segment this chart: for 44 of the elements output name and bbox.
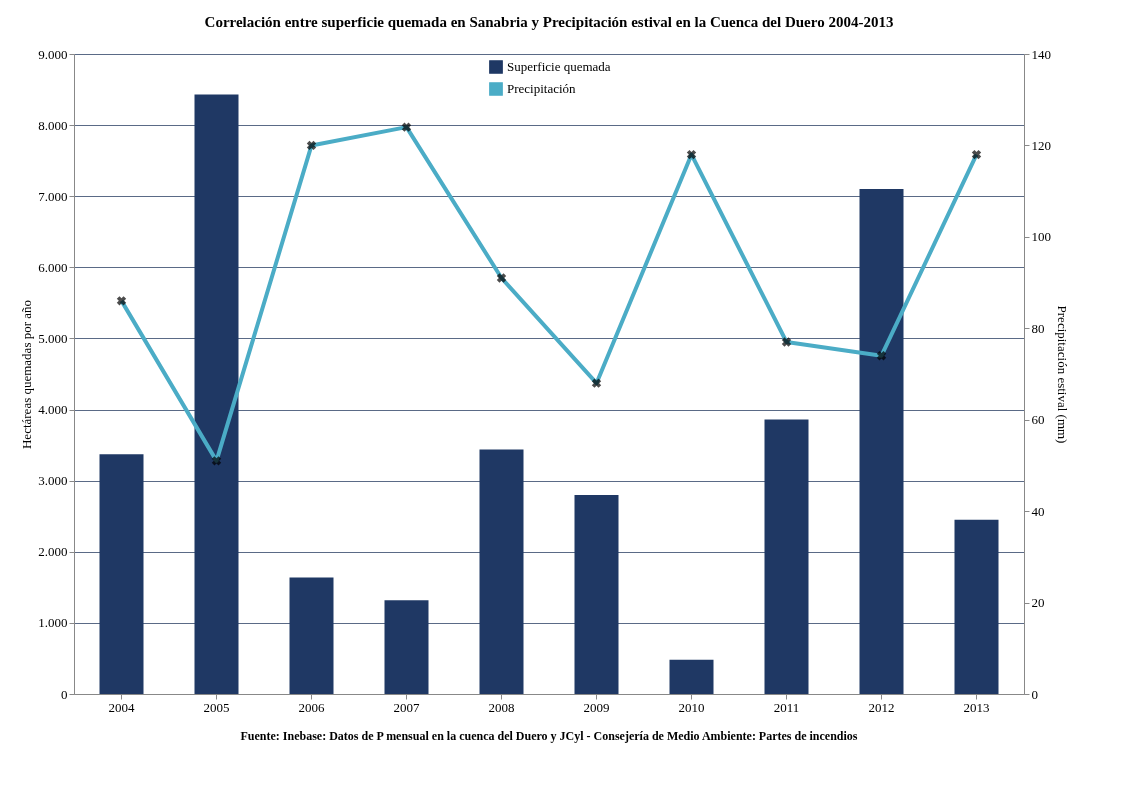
y-tick-label: 0: [61, 686, 68, 702]
legend-label: Superficie quemada: [507, 59, 611, 74]
y-tick-label: 4.000: [38, 402, 68, 418]
bar: [194, 94, 239, 694]
y-tick-label: 6.000: [38, 259, 68, 275]
bar: [859, 189, 904, 694]
bar: [289, 577, 334, 694]
y-tick-label: 1.000: [38, 615, 68, 631]
bar: [764, 419, 809, 694]
y-tick-label: 9.000: [38, 46, 68, 62]
y2-tick-label: 20: [1031, 595, 1045, 611]
chart-title: Correlación entre superficie quemada en Sanabria y Precipitación estival en la Cuenca del Duero 2004-2013: [204, 14, 894, 30]
x-tick-label: 2004: [108, 699, 135, 715]
bar: [479, 449, 524, 694]
y2-tick-label: 140: [1031, 46, 1051, 62]
y2-axis-title: Precipitación estival (mm): [1055, 305, 1070, 444]
y-axis-title: Hectáreas quemadas por año: [19, 299, 35, 450]
x-tick-label: 2012: [868, 699, 895, 715]
x-tick-label: 2010: [678, 699, 705, 715]
y2-tick-label: 80: [1031, 320, 1045, 336]
x-tick-label: 2007: [393, 699, 420, 715]
y-tick-label: 8.000: [38, 117, 68, 133]
y-tick-label: 3.000: [38, 473, 68, 489]
bar: [669, 659, 714, 694]
y2-tick-label: 60: [1031, 412, 1045, 428]
bar: [954, 519, 999, 694]
x-tick-label: 2005: [203, 699, 230, 715]
x-tick-label: 2009: [583, 699, 610, 715]
x-tick-label: 2008: [488, 699, 515, 715]
source-note: Fuente: Inebase: Datos de P mensual en la cuenca del Duero y JCyl - Consejería de Medio Ambiente: Partes de incendios: [240, 729, 858, 743]
bar: [574, 494, 619, 694]
bar: [99, 454, 144, 694]
y-tick-label: 5.000: [38, 330, 68, 346]
y-tick-label: 2.000: [38, 544, 68, 560]
x-tick-label: 2006: [298, 699, 325, 715]
y2-tick-label: 0: [1031, 686, 1038, 702]
y2-tick-label: 100: [1031, 229, 1051, 245]
y2-tick-label: 120: [1031, 137, 1051, 153]
y-tick-label: 7.000: [38, 188, 68, 204]
y2-tick-label: 40: [1031, 503, 1045, 519]
legend-label: Precipitación: [507, 81, 577, 96]
bar: [384, 600, 429, 694]
x-tick-label: 2011: [773, 699, 800, 715]
x-tick-label: 2013: [963, 699, 990, 715]
